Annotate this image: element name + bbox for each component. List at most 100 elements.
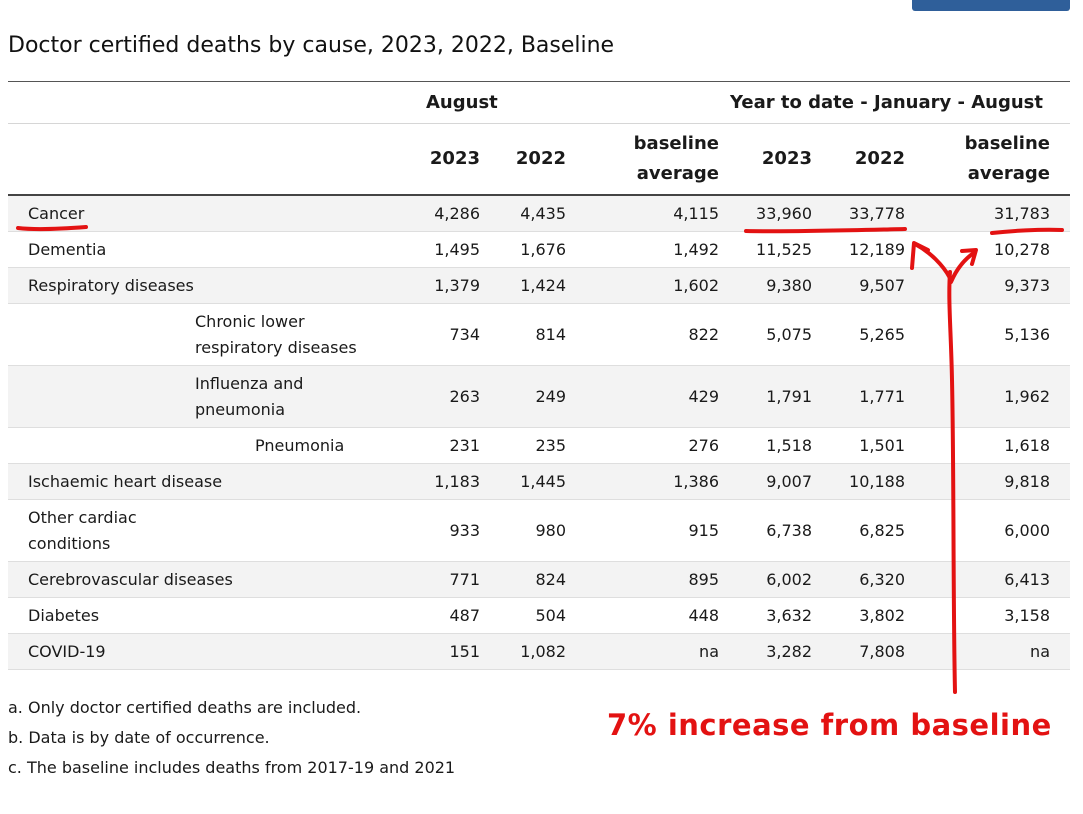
cell-value: 1,445 [486,463,572,500]
cell-value: 231 [400,427,486,464]
header-col: baseline average [572,123,725,196]
cell-value: 1,424 [486,267,572,304]
table-title: Doctor certified deaths by cause, 2023, … [8,33,615,58]
cell-value: 980 [486,499,572,562]
cell-value: 1,379 [400,267,486,304]
cell-value: 10,188 [818,463,911,500]
cell-value: 1,618 [911,427,1070,464]
cell-value: 1,183 [400,463,486,500]
cause-label: Ischaemic heart disease [8,463,400,500]
cell-value: 249 [486,365,572,428]
cell-value: 6,000 [911,499,1070,562]
cause-label: Chronic lower respiratory diseases [8,303,400,366]
footnotes: a. Only doctor certified deaths are incl… [8,697,455,787]
cell-value: 1,501 [818,427,911,464]
cell-value: 3,632 [725,597,818,634]
cell-value: 235 [486,427,572,464]
cell-value: 4,435 [486,195,572,232]
footnote: b. Data is by date of occurrence. [8,728,270,747]
cause-label: Dementia [8,231,400,268]
cell-value: 1,082 [486,633,572,670]
cell-value: 1,771 [818,365,911,428]
cell-value: 9,818 [911,463,1070,500]
cell-value: 9,380 [725,267,818,304]
cause-label: Respiratory diseases [8,267,400,304]
cell-value: 771 [400,561,486,598]
cell-value: 1,518 [725,427,818,464]
cause-label: Influenza and pneumonia [8,365,400,428]
cell-value: 6,320 [818,561,911,598]
footnote: c. The baseline includes deaths from 201… [8,758,456,777]
cause-label: Diabetes [8,597,400,634]
cause-label: Cancer [8,195,400,232]
cause-label: Cerebrovascular diseases [8,561,400,598]
cell-value: 824 [486,561,572,598]
cell-value: 1,676 [486,231,572,268]
cell-value: 9,007 [725,463,818,500]
cell-value: 7,808 [818,633,911,670]
cell-value: 1,386 [572,463,725,500]
cell-value: 1,962 [911,365,1070,428]
annotation-text: 7% increase from baseline [607,708,1052,742]
cell-value: 1,492 [572,231,725,268]
cell-value: 6,825 [818,499,911,562]
table-row: Cancer 4,286 4,435 4,115 33,960 33,778 3… [8,195,1070,232]
header-group-ytd: Year to date - January - August [725,81,1070,124]
cell-value: 822 [572,303,725,366]
table-row: Ischaemic heart disease 1,183 1,445 1,38… [8,463,1070,500]
header-columns-row: 2023 2022 baseline average 2023 2022 bas… [8,123,1070,196]
table-row: Other cardiac conditions 933 980 915 6,7… [8,499,1070,562]
table-row: Influenza and pneumonia 263 249 429 1,79… [8,365,1070,428]
table-row: Diabetes 487 504 448 3,632 3,802 3,158 [8,597,1070,634]
header-col: 2022 [818,123,911,196]
cell-value: 448 [572,597,725,634]
table-row: Pneumonia 231 235 276 1,518 1,501 1,618 [8,427,1070,464]
header-col: 2023 [725,123,818,196]
table-row: Cerebrovascular diseases 771 824 895 6,0… [8,561,1070,598]
top-action-button[interactable] [912,0,1070,11]
cell-value: 429 [572,365,725,428]
table-row: COVID-19 151 1,082 na 3,282 7,808 na [8,633,1070,670]
cell-value: na [572,633,725,670]
cause-label: Other cardiac conditions [8,499,400,562]
cell-value: 9,507 [818,267,911,304]
cell-value: 915 [572,499,725,562]
cell-value: 1,495 [400,231,486,268]
header-empty [8,81,400,124]
header-cause [8,123,400,196]
cell-value: 1,602 [572,267,725,304]
cell-value: 487 [400,597,486,634]
cell-value: 4,115 [572,195,725,232]
cause-label: COVID-19 [8,633,400,670]
cell-value: 31,783 [911,195,1070,232]
table-row: Chronic lower respiratory diseases 734 8… [8,303,1070,366]
cell-value: na [911,633,1070,670]
cell-value: 276 [572,427,725,464]
header-group-month: August [400,81,725,124]
cell-value: 5,265 [818,303,911,366]
cell-value: 5,136 [911,303,1070,366]
header-col: 2023 [400,123,486,196]
cell-value: 3,282 [725,633,818,670]
cell-value: 9,373 [911,267,1070,304]
table-row: Dementia 1,495 1,676 1,492 11,525 12,189… [8,231,1070,268]
cell-value: 33,960 [725,195,818,232]
cell-value: 6,002 [725,561,818,598]
table-row: Respiratory diseases 1,379 1,424 1,602 9… [8,267,1070,304]
cause-label: Pneumonia [8,427,400,464]
cell-value: 895 [572,561,725,598]
cell-value: 933 [400,499,486,562]
footnote: a. Only doctor certified deaths are incl… [8,698,362,717]
cell-value: 3,158 [911,597,1070,634]
cell-value: 734 [400,303,486,366]
cell-value: 10,278 [911,231,1070,268]
cell-value: 151 [400,633,486,670]
cell-value: 4,286 [400,195,486,232]
cell-value: 11,525 [725,231,818,268]
header-col: baseline average [911,123,1070,196]
cell-value: 504 [486,597,572,634]
cell-value: 814 [486,303,572,366]
cell-value: 6,413 [911,561,1070,598]
cell-value: 263 [400,365,486,428]
cell-value: 5,075 [725,303,818,366]
